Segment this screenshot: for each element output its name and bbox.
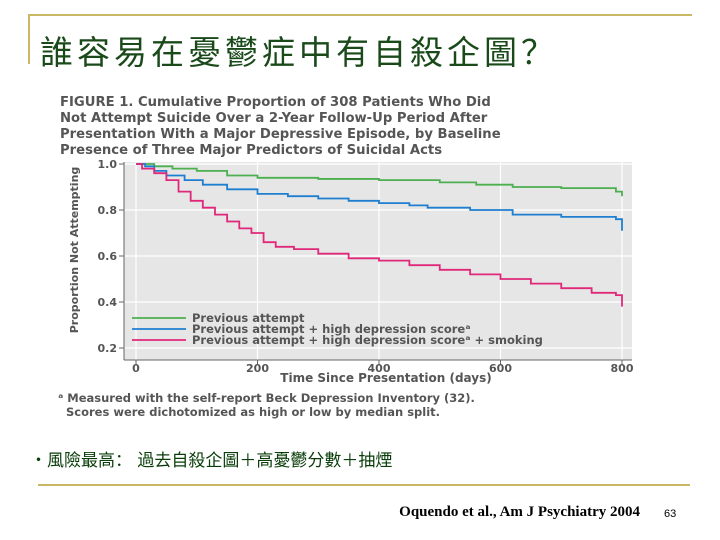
legend-label-2: Previous attempt + high depression score… <box>192 322 471 336</box>
x-axis: 0 200 400 600 800 <box>124 359 634 375</box>
x-tick-label: 400 <box>368 362 391 375</box>
y-axis-label: Proportion Not Attempting <box>68 167 81 334</box>
figure-caption: FIGURE 1. Cumulative Proportion of 308 P… <box>60 95 501 158</box>
risk-summary-bullet: ‧風險最高： 過去自殺企圖＋高憂鬱分數＋抽煙 <box>30 451 393 471</box>
citation: Oquendo et al., Am J Psychiatry 2004 <box>399 504 640 520</box>
chart-series <box>136 163 623 307</box>
caption-line-3: Presentation With a Major Depressive Epi… <box>60 127 501 142</box>
y-tick-label: 0.6 <box>98 250 118 263</box>
y-tick-label: 0.2 <box>98 342 118 355</box>
x-tick-label: 600 <box>489 362 512 375</box>
y-axis: 0.2 0.4 0.6 0.8 1.0 <box>98 158 125 360</box>
caption-line-1: FIGURE 1. Cumulative Proportion of 308 P… <box>60 95 491 110</box>
caption-line-2: Not Attempt Suicide Over a 2-Year Follow… <box>60 111 488 126</box>
legend-label-3: Previous attempt + high depression score… <box>192 333 543 347</box>
footnote-line-1: ᵃ Measured with the self-report Beck Dep… <box>58 391 475 405</box>
footnote-line-2: Scores were dichotomized as high or low … <box>66 405 440 419</box>
x-axis-label: Time Since Presentation (days) <box>280 371 491 385</box>
page-number: 63 <box>664 508 677 520</box>
caption-line-4: Presence of Three Major Predictors of Su… <box>60 143 442 158</box>
x-tick-label: 0 <box>132 362 140 375</box>
series-line-3 <box>136 163 623 307</box>
frame-left-rule <box>28 14 30 64</box>
plot-area <box>124 162 632 360</box>
x-tick-label: 800 <box>611 362 634 375</box>
y-tick-label: 1.0 <box>98 158 118 171</box>
figure: FIGURE 1. Cumulative Proportion of 308 P… <box>58 95 634 419</box>
y-tick-label: 0.4 <box>98 296 118 309</box>
legend-label-1: Previous attempt <box>192 311 305 325</box>
x-tick-label: 200 <box>246 362 269 375</box>
series-line-1 <box>136 163 623 197</box>
slide-title: 誰容易在憂鬱症中有自殺企圖？ <box>40 33 558 72</box>
y-tick-label: 0.8 <box>98 204 118 217</box>
frame-bottom-rule <box>38 484 690 486</box>
frame-top-rule <box>28 14 692 16</box>
